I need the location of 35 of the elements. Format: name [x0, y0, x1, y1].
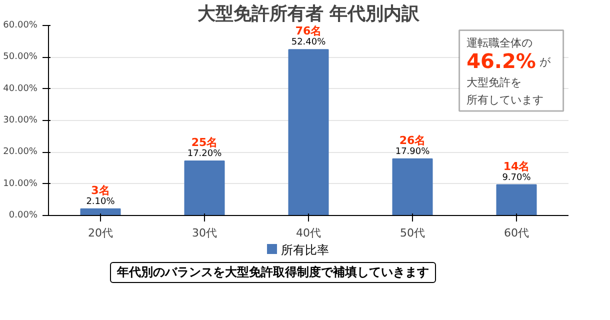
y-tick-label: 30.00%: [3, 116, 38, 126]
bar: [184, 160, 225, 216]
x-tick-label: 30代: [192, 226, 217, 240]
annotation: 14名: [503, 160, 530, 173]
y-tick-label: 50.00%: [3, 52, 38, 62]
data-label: 52.40%: [291, 38, 326, 48]
x-tick-label: 40代: [296, 226, 321, 240]
annotation: 25名: [191, 136, 218, 150]
annotation: 76名: [295, 24, 322, 38]
bar: [392, 158, 433, 216]
data-label: 17.20%: [187, 149, 222, 160]
y-tick-label: 60.00%: [3, 20, 38, 30]
x-tick-label: 50代: [400, 226, 425, 240]
y-tick-label: 10.00%: [3, 178, 38, 189]
data-label: 2.10%: [86, 196, 116, 207]
chart-title: 大型免許所有者 年代別内訳: [196, 4, 421, 24]
annotation: が: [539, 55, 552, 68]
x-tick-label: 60代: [504, 226, 529, 240]
bar: [80, 208, 121, 216]
text: 年代別のバランスを大型免許取得制度で補填していきます: [110, 262, 436, 284]
bar: [496, 184, 537, 216]
y-tick-label: 20.00%: [3, 147, 38, 158]
bar: [288, 49, 329, 216]
annotation: 26名: [399, 134, 426, 147]
data-label: 9.70%: [502, 172, 532, 183]
annotation: 46.2%: [466, 49, 536, 73]
x-tick-label: 20代: [88, 226, 113, 240]
annotation: 運転職全体の: [466, 36, 533, 50]
annotation: 3名: [91, 184, 110, 197]
data-label: 17.90%: [395, 146, 430, 157]
annotation: 大型免許を: [466, 76, 522, 89]
y-tick-label: 0.00%: [8, 210, 38, 220]
legend-label: 所有比率: [280, 242, 329, 259]
y-tick-label: 40.00%: [3, 84, 38, 94]
annotation: 所有しています: [466, 93, 544, 106]
